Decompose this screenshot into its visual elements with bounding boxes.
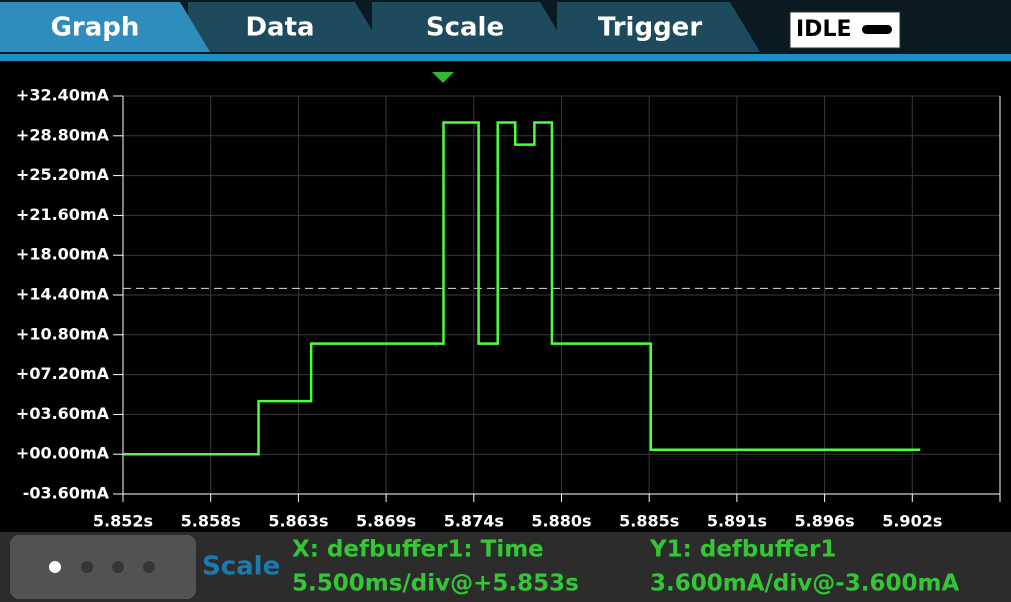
x-axis-scale: 5.500ms/div@+5.853s [292, 571, 579, 597]
x-tick-label: 5.902s [882, 512, 942, 531]
y-tick-label: +18.00mA [16, 245, 110, 264]
x-tick-label: 5.863s [268, 512, 328, 531]
tab-active[interactable] [0, 2, 210, 52]
x-tick-label: 5.880s [531, 512, 591, 531]
y-axis-name: Y1: defbuffer1 [649, 537, 836, 563]
x-tick-label: 5.885s [619, 512, 679, 531]
x-tick-label: 5.896s [795, 512, 855, 531]
x-tick-label: 5.858s [181, 512, 241, 531]
y-tick-label: +25.20mA [16, 165, 110, 184]
x-tick-label: 5.874s [444, 512, 504, 531]
swipe-panel-shade [10, 535, 196, 599]
x-tick-label: 5.869s [356, 512, 416, 531]
y-tick-label: +03.60mA [16, 404, 110, 423]
y-tick-label: -03.60mA [23, 484, 110, 503]
plot: +32.40mA +28.80mA +25.20mA +21.60mA +18.00mA… [16, 86, 1001, 531]
page-dot [49, 561, 61, 573]
y-tick-label: +28.80mA [16, 125, 110, 144]
x-tick-label: 5.891s [707, 512, 767, 531]
tab[interactable] [557, 2, 760, 52]
tab-label[interactable]: Scale [426, 13, 504, 43]
y-tick-label: +07.20mA [16, 364, 110, 383]
tab[interactable] [372, 2, 570, 52]
tab-underline [0, 54, 1011, 61]
y-tick-label: +14.40mA [16, 285, 110, 304]
trace [123, 121, 921, 456]
y-tick-label: +21.60mA [16, 205, 110, 224]
status-icon [862, 25, 892, 34]
y-tick-label: +32.40mA [16, 86, 110, 105]
x-tick-label: 5.852s [93, 512, 153, 531]
tab-label[interactable]: Data [245, 13, 314, 43]
trigger-marker [432, 72, 454, 83]
tab-label[interactable]: Graph [51, 13, 140, 43]
x-axis-name: X: defbuffer1: Time [292, 537, 544, 563]
status-text: IDLE [796, 17, 852, 42]
footer-title: Scale [202, 552, 280, 582]
tab-label[interactable]: Trigger [598, 13, 702, 43]
y-tick-label: +10.80mA [16, 324, 110, 343]
y-axis-scale: 3.600mA/div@-3.600mA [650, 571, 960, 597]
y-tick-label: +00.00mA [16, 444, 110, 463]
tab[interactable] [188, 2, 385, 52]
